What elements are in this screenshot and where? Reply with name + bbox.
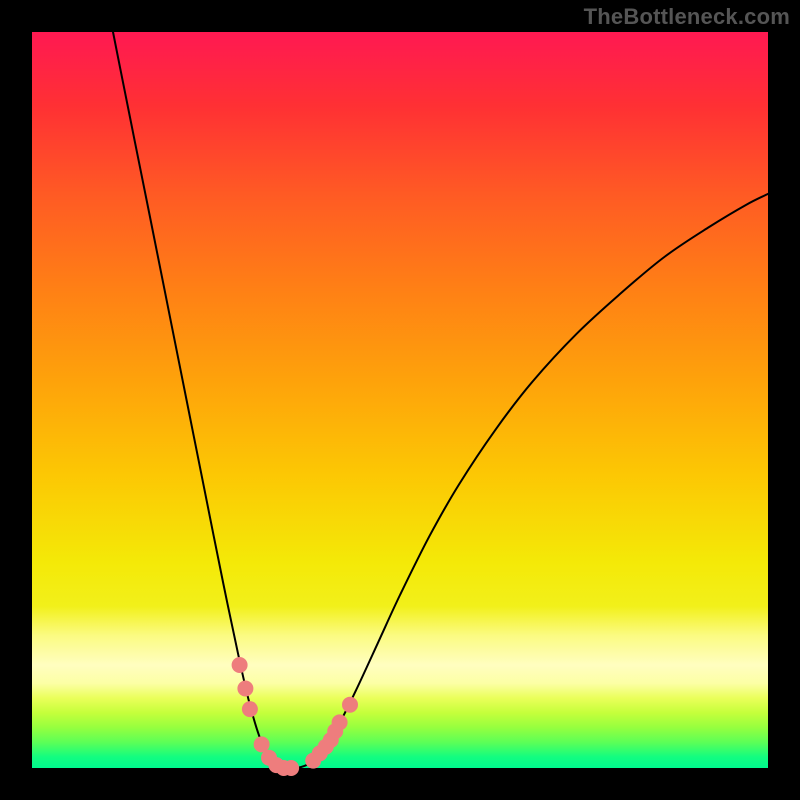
- marker-point: [342, 697, 358, 713]
- marker-point: [232, 657, 248, 673]
- marker-point: [242, 701, 258, 717]
- marker-point: [237, 681, 253, 697]
- chart-background: [32, 32, 768, 768]
- bottleneck-chart: [0, 0, 800, 800]
- watermark-text: TheBottleneck.com: [584, 4, 790, 30]
- marker-point: [283, 760, 299, 776]
- marker-point: [332, 714, 348, 730]
